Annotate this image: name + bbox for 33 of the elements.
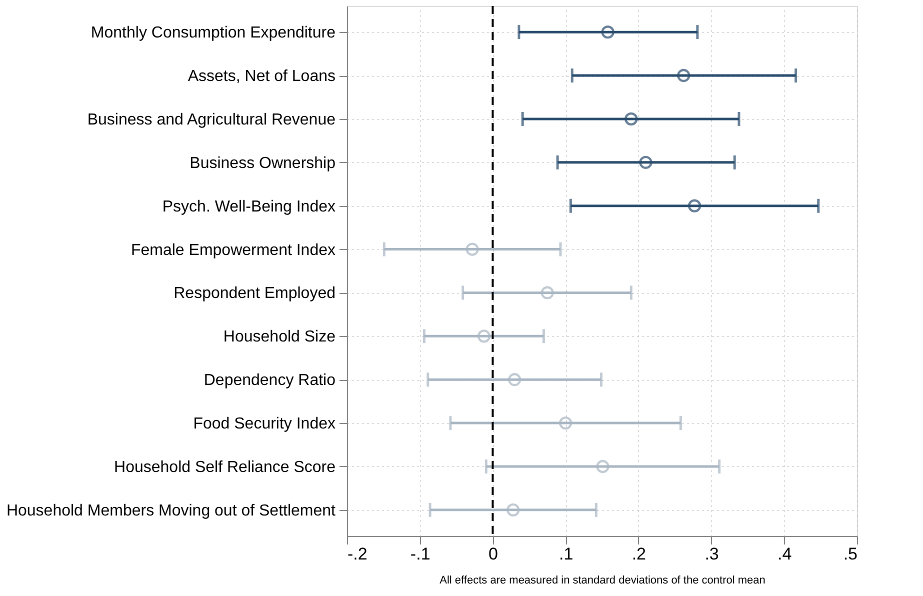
point bbox=[688, 199, 702, 212]
point bbox=[596, 460, 610, 474]
x-tick-label: -.1 bbox=[410, 544, 430, 564]
x-axis-title: All effects are measured in standard deviations of the control mean bbox=[440, 574, 766, 586]
point bbox=[477, 330, 491, 343]
y-tick-label: Household Size bbox=[223, 328, 336, 346]
x-tick-label: .3 bbox=[704, 544, 719, 564]
y-tick-label: Dependency Ratio bbox=[204, 372, 336, 390]
y-tick-label: Business Ownership bbox=[190, 154, 336, 172]
y-tick-label: Household Self Reliance Score bbox=[114, 458, 336, 476]
point bbox=[506, 503, 520, 516]
y-tick-label: Food Security Index bbox=[193, 416, 336, 433]
x-tick-label: 0 bbox=[488, 544, 498, 564]
y-tick-label: Psych. Well-Being Index bbox=[162, 198, 336, 216]
x-tick-label: .5 bbox=[843, 544, 858, 564]
point bbox=[639, 156, 652, 169]
point bbox=[466, 242, 479, 256]
y-tick-label: Assets, Net of Loans bbox=[188, 68, 336, 86]
point bbox=[508, 373, 522, 386]
y-tick-label: Female Empowerment Index bbox=[130, 242, 336, 259]
point bbox=[624, 112, 638, 126]
y-tick-label: Respondent Employed bbox=[174, 285, 336, 302]
x-tick-label: .2 bbox=[632, 544, 646, 564]
point bbox=[601, 26, 614, 39]
point bbox=[677, 68, 690, 82]
y-tick-label: Household Members Moving out of Settlement bbox=[6, 502, 336, 520]
x-tick-label: -.2 bbox=[348, 544, 368, 564]
point bbox=[540, 286, 554, 300]
point bbox=[558, 416, 572, 430]
x-tick-label: .1 bbox=[558, 544, 574, 564]
y-tick-label: Business and Agricultural Revenue bbox=[87, 111, 336, 128]
y-tick-label: Monthly Consumption Expenditure bbox=[90, 24, 336, 42]
x-tick-label: .4 bbox=[778, 544, 792, 564]
